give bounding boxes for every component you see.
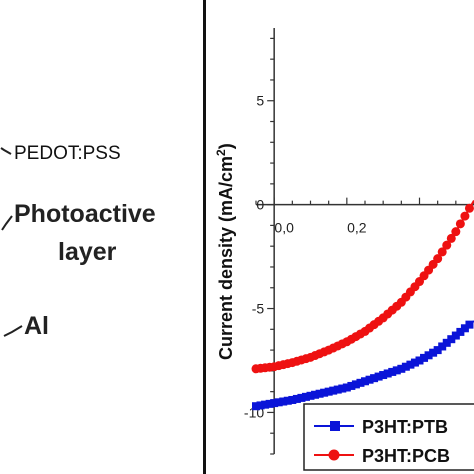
series-marker-0 xyxy=(351,380,360,389)
series-marker-0 xyxy=(342,383,351,392)
series-marker-0 xyxy=(301,392,310,401)
series-marker-0 xyxy=(433,346,442,355)
y-tick-label: 0 xyxy=(256,197,264,213)
series xyxy=(251,199,474,411)
series-marker-0 xyxy=(438,342,447,351)
series-marker-1 xyxy=(451,227,461,237)
x-tick-label: 0,0 xyxy=(274,220,294,236)
series-marker-0 xyxy=(424,351,433,360)
series-marker-0 xyxy=(306,391,315,400)
leader-lines xyxy=(0,147,23,337)
leader-al xyxy=(3,325,23,337)
leader-pedot xyxy=(0,147,12,155)
layer-label-photoactive: Photoactive xyxy=(14,200,156,228)
series-marker-0 xyxy=(451,331,460,340)
y-tick-label: -5 xyxy=(252,301,265,317)
series-marker-0 xyxy=(401,362,410,371)
series-marker-1 xyxy=(433,254,443,264)
series-marker-1 xyxy=(446,233,456,243)
series-marker-0 xyxy=(392,366,401,375)
series-marker-1 xyxy=(442,240,452,250)
series-marker-0 xyxy=(256,401,265,410)
series-marker-0 xyxy=(283,396,292,405)
series-marker-0 xyxy=(311,390,320,399)
series-marker-0 xyxy=(265,399,274,408)
series-marker-0 xyxy=(406,360,415,369)
series-marker-0 xyxy=(456,327,465,336)
layer-label-layer: layer xyxy=(58,238,117,266)
series-marker-1 xyxy=(464,203,474,213)
series-marker-0 xyxy=(447,335,456,344)
series-marker-0 xyxy=(410,358,419,367)
y-axis-title: Current density (mA/cm2) xyxy=(214,143,236,360)
series-marker-0 xyxy=(442,338,451,347)
series-marker-1 xyxy=(437,247,447,257)
series-marker-0 xyxy=(320,388,329,397)
series-marker-0 xyxy=(397,364,406,373)
series-marker-0 xyxy=(361,377,369,386)
series-marker-0 xyxy=(261,400,270,409)
series-marker-0 xyxy=(329,386,338,395)
series-marker-0 xyxy=(415,356,424,365)
series-marker-0 xyxy=(338,384,347,393)
legend: P3HT:PTB P3HT:PCB xyxy=(303,403,474,471)
series-marker-0 xyxy=(370,374,379,383)
legend-label-1: P3HT:PCB xyxy=(362,446,450,466)
legend-label-0: P3HT:PTB xyxy=(362,417,448,437)
series-marker-0 xyxy=(365,375,374,384)
layer-label-al: Al xyxy=(24,312,49,340)
series-marker-0 xyxy=(379,371,388,380)
series-marker-0 xyxy=(347,381,356,390)
layer-label-pedot: PEDOT:PSS xyxy=(14,143,121,164)
series-marker-1 xyxy=(460,211,470,221)
series-marker-0 xyxy=(288,395,297,404)
series-marker-0 xyxy=(292,394,301,403)
series-marker-0 xyxy=(333,385,342,394)
leader-photoactive xyxy=(1,215,13,231)
series-marker-0 xyxy=(465,320,474,329)
y-tick-label: 5 xyxy=(256,93,264,109)
legend-marker-0 xyxy=(330,421,340,431)
series-marker-0 xyxy=(388,367,397,376)
series-marker-0 xyxy=(383,369,392,378)
x-tick-label: 0,2 xyxy=(347,220,367,236)
series-marker-0 xyxy=(356,378,365,387)
series-marker-0 xyxy=(252,402,260,411)
series-marker-0 xyxy=(460,324,469,333)
series-marker-0 xyxy=(420,353,429,362)
series-marker-0 xyxy=(429,348,438,357)
series-marker-0 xyxy=(270,399,279,408)
series-marker-0 xyxy=(374,372,383,381)
legend-marker-1 xyxy=(328,449,340,461)
series-marker-0 xyxy=(279,397,288,406)
series-marker-1 xyxy=(455,219,465,229)
series-marker-0 xyxy=(324,387,333,396)
series-marker-0 xyxy=(297,393,306,402)
series-marker-0 xyxy=(274,398,283,407)
series-marker-0 xyxy=(315,389,324,398)
panel-divider xyxy=(203,0,206,474)
